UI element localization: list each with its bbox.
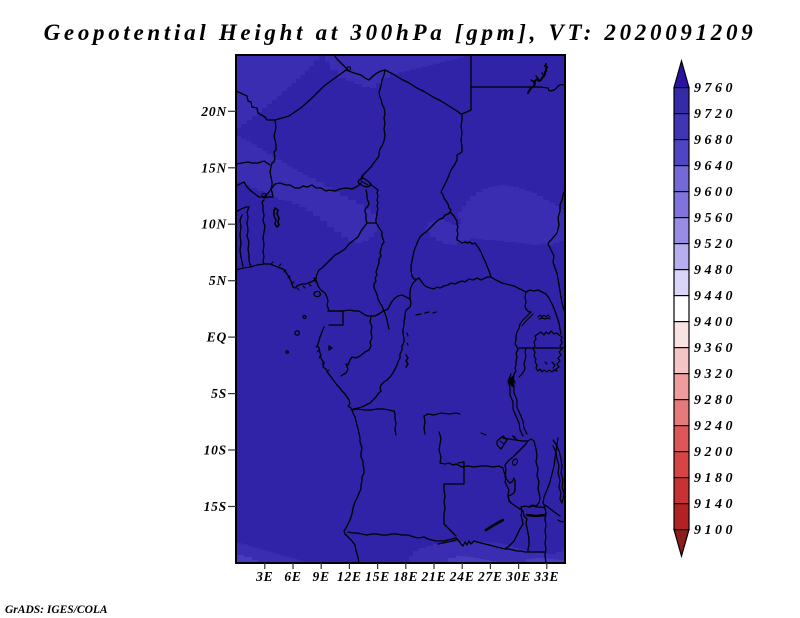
svg-text:9680: 9680 bbox=[694, 133, 736, 148]
svg-text:Geopotential Height at 300hPa: Geopotential Height at 300hPa [gpm], VT:… bbox=[44, 20, 757, 45]
svg-text:5N: 5N bbox=[209, 273, 228, 288]
svg-text:30E: 30E bbox=[505, 569, 531, 584]
svg-text:9360: 9360 bbox=[694, 341, 736, 356]
svg-text:9760: 9760 bbox=[694, 81, 736, 96]
svg-text:33E: 33E bbox=[533, 569, 559, 584]
svg-text:9320: 9320 bbox=[694, 367, 736, 382]
svg-text:9720: 9720 bbox=[694, 107, 736, 122]
svg-text:EQ: EQ bbox=[206, 330, 227, 345]
svg-text:27E: 27E bbox=[477, 569, 503, 584]
svg-text:20N: 20N bbox=[200, 104, 227, 119]
svg-text:15E: 15E bbox=[365, 569, 390, 584]
svg-text:9640: 9640 bbox=[694, 159, 736, 174]
svg-text:9600: 9600 bbox=[694, 185, 736, 200]
svg-text:6E: 6E bbox=[284, 569, 301, 584]
svg-text:9240: 9240 bbox=[694, 419, 736, 434]
svg-text:9440: 9440 bbox=[694, 289, 736, 304]
svg-text:24E: 24E bbox=[449, 569, 475, 584]
svg-text:10N: 10N bbox=[201, 217, 227, 232]
svg-text:15S: 15S bbox=[204, 499, 227, 514]
svg-text:9480: 9480 bbox=[694, 263, 736, 278]
svg-text:18E: 18E bbox=[393, 569, 418, 584]
svg-text:9180: 9180 bbox=[694, 471, 736, 486]
svg-text:21E: 21E bbox=[421, 569, 447, 584]
svg-text:9520: 9520 bbox=[694, 237, 736, 252]
svg-text:12E: 12E bbox=[337, 569, 362, 584]
svg-text:GrADS: IGES/COLA: GrADS: IGES/COLA bbox=[5, 604, 108, 616]
svg-text:5S: 5S bbox=[211, 386, 227, 401]
svg-text:9E: 9E bbox=[313, 569, 330, 584]
svg-text:9280: 9280 bbox=[694, 393, 736, 408]
svg-text:15N: 15N bbox=[201, 160, 227, 175]
svg-text:9140: 9140 bbox=[694, 497, 736, 512]
svg-text:10S: 10S bbox=[204, 443, 227, 458]
svg-text:9560: 9560 bbox=[694, 211, 736, 226]
svg-text:9200: 9200 bbox=[694, 445, 736, 460]
svg-text:3E: 3E bbox=[255, 569, 273, 584]
svg-text:9400: 9400 bbox=[694, 315, 736, 330]
svg-text:9100: 9100 bbox=[694, 523, 736, 538]
